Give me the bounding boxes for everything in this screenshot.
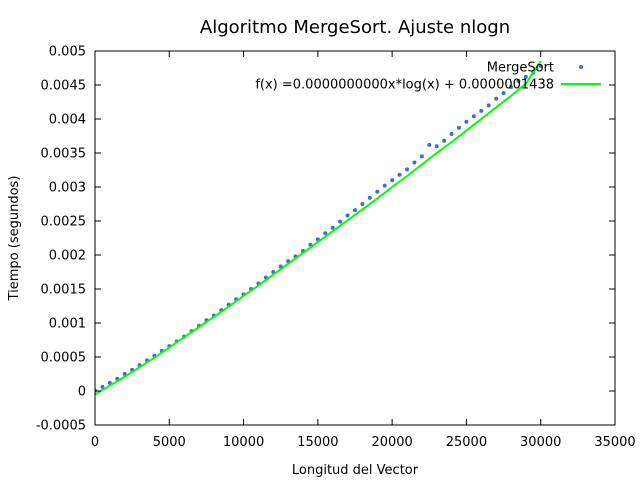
x-tick-label: 25000: [446, 435, 487, 450]
y-tick-label: 0.0035: [41, 147, 87, 162]
data-point: [323, 231, 328, 236]
data-point: [538, 63, 543, 68]
data-point: [494, 96, 499, 101]
data-point: [479, 108, 484, 113]
x-tick-label: 30000: [520, 435, 561, 450]
y-tick-label: 0: [78, 385, 86, 400]
data-point: [486, 103, 491, 108]
data-point: [405, 167, 409, 172]
y-tick-label: 0.0045: [41, 79, 87, 94]
chart-title: Algoritmo MergeSort. Ajuste nlogn: [200, 17, 510, 38]
x-axis: 0 5000 10000 15000 20000 25000 30000 35000: [91, 51, 636, 450]
data-point: [397, 172, 402, 177]
x-tick-label: 5000: [153, 435, 186, 450]
data-point: [419, 154, 424, 159]
y-tick-label: 0.0015: [41, 283, 87, 298]
data-point: [390, 178, 395, 183]
y-tick-label: 0.003: [49, 181, 86, 196]
data-point: [457, 125, 461, 130]
legend: MergeSort f(x) =0.0000000000x*log(x) + 0.…: [255, 61, 601, 93]
data-point: [471, 114, 476, 119]
y-axis: -0.0005 0 0.0005 0.001 0.0015 0.002 0.0025 0.00…: [36, 45, 615, 434]
legend-label: f(x) =0.0000000000x*log(x) + 0.000000143…: [255, 78, 554, 93]
x-axis-label: Longitud del Vector: [292, 463, 419, 478]
y-tick-label: 0.001: [49, 317, 86, 332]
plot-frame: [94, 50, 616, 426]
data-point: [434, 144, 439, 149]
data-point: [427, 142, 432, 147]
data-point: [516, 78, 521, 83]
data-point: [100, 384, 105, 389]
data-point: [367, 195, 372, 200]
y-axis-label: Tiempo (segundos): [7, 176, 22, 302]
data-point: [338, 219, 343, 224]
y-tick-label: 0.0025: [41, 215, 87, 230]
data-point: [449, 131, 454, 136]
x-tick-label: 10000: [223, 435, 264, 450]
y-tick-label: 0.0005: [41, 351, 87, 366]
fit-line: [95, 60, 542, 396]
data-point: [360, 202, 365, 206]
legend-label: MergeSort: [487, 61, 554, 76]
data-point: [330, 225, 335, 230]
data-point: [375, 189, 380, 194]
data-point: [412, 160, 417, 165]
data-point: [353, 208, 357, 213]
y-tick-label: 0.002: [49, 249, 86, 264]
data-point: [509, 85, 513, 90]
data-point: [523, 74, 528, 79]
x-tick-label: 0: [91, 435, 99, 450]
y-tick-label: -0.0005: [36, 419, 86, 434]
data-point: [382, 183, 387, 188]
data-point: [345, 213, 350, 218]
y-tick-label: 0.004: [49, 113, 86, 128]
x-tick-label: 15000: [297, 435, 338, 450]
data-point: [442, 138, 447, 143]
data-point: [464, 119, 469, 124]
legend-point-swatch: [579, 65, 583, 69]
x-tick-label: 20000: [371, 435, 412, 450]
x-tick-label: 35000: [594, 435, 635, 450]
y-tick-label: 0.005: [49, 45, 86, 60]
plot-area: [95, 60, 543, 396]
data-point: [501, 91, 506, 96]
